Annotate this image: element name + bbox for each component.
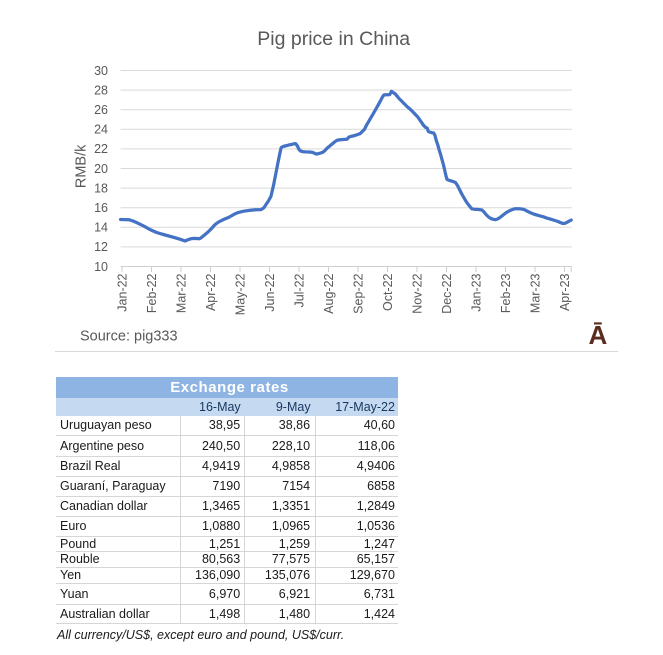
svg-text:Dec-22: Dec-22 bbox=[440, 273, 454, 313]
svg-text:22: 22 bbox=[94, 142, 108, 156]
svg-text:Apr-23: Apr-23 bbox=[558, 273, 572, 311]
svg-text:10: 10 bbox=[94, 260, 108, 274]
svg-text:28: 28 bbox=[94, 83, 108, 97]
svg-text:Jul-22: Jul-22 bbox=[292, 273, 306, 307]
svg-text:Feb-22: Feb-22 bbox=[145, 273, 159, 313]
svg-text:Sep-22: Sep-22 bbox=[351, 273, 365, 313]
svg-text:Mar-22: Mar-22 bbox=[174, 273, 188, 313]
svg-text:20: 20 bbox=[94, 162, 108, 176]
svg-text:Pig price in China: Pig price in China bbox=[257, 28, 410, 50]
svg-text:Jan-22: Jan-22 bbox=[115, 273, 129, 311]
svg-text:14: 14 bbox=[94, 221, 108, 235]
svg-text:24: 24 bbox=[94, 123, 108, 137]
svg-text:Apr-22: Apr-22 bbox=[204, 273, 218, 311]
svg-text:May-22: May-22 bbox=[233, 273, 247, 315]
svg-text:18: 18 bbox=[94, 181, 108, 195]
svg-text:26: 26 bbox=[94, 103, 108, 117]
svg-text:Aug-22: Aug-22 bbox=[322, 273, 336, 313]
svg-text:16: 16 bbox=[94, 201, 108, 215]
svg-text:Source: pig333: Source: pig333 bbox=[80, 329, 178, 345]
svg-text:12: 12 bbox=[94, 240, 108, 254]
svg-text:Ā: Ā bbox=[589, 320, 608, 350]
svg-text:Nov-22: Nov-22 bbox=[410, 273, 424, 313]
svg-text:Mar-23: Mar-23 bbox=[528, 273, 542, 313]
svg-text:Feb-23: Feb-23 bbox=[499, 273, 513, 313]
svg-text:30: 30 bbox=[94, 64, 108, 78]
svg-text:Oct-22: Oct-22 bbox=[381, 273, 395, 311]
svg-text:Jan-23: Jan-23 bbox=[469, 273, 483, 311]
svg-text:Jun-22: Jun-22 bbox=[263, 273, 277, 311]
svg-text:RMB/k: RMB/k bbox=[74, 144, 90, 188]
